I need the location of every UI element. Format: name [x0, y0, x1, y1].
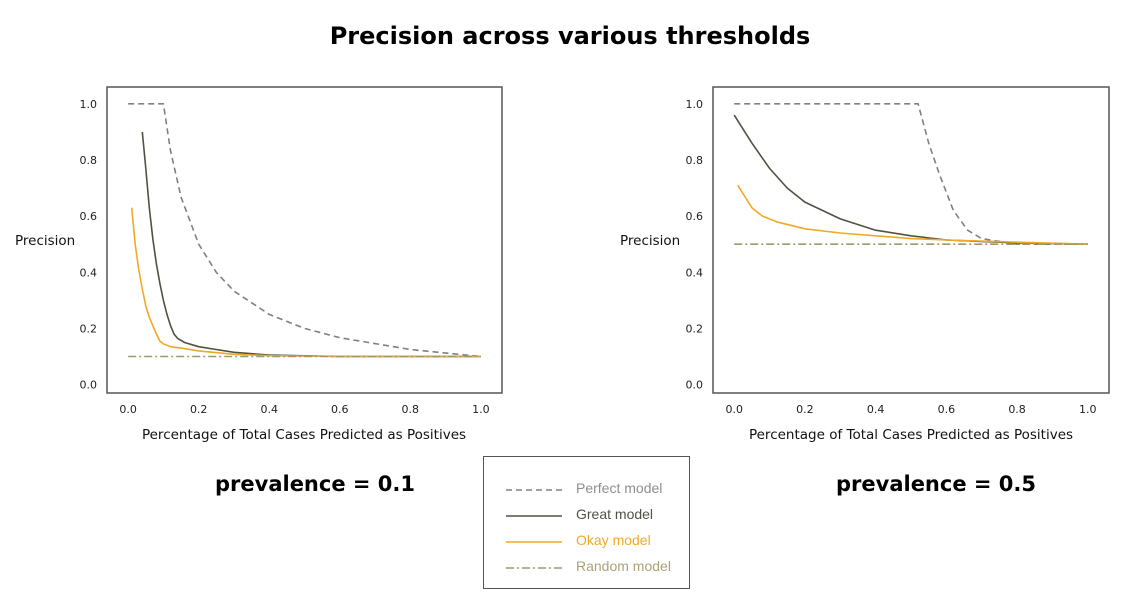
y-tick-label: 0.0 [686, 379, 704, 392]
x-tick-label: 0.6 [938, 403, 956, 416]
y-tick-label: 0.4 [686, 266, 704, 279]
x-tick-label: 1.0 [1079, 403, 1097, 416]
y-axis-label: Precision [620, 233, 680, 249]
legend-swatch-okay [506, 541, 562, 543]
series-line-perfect-model [128, 103, 481, 358]
legend-item-great: Great model [484, 506, 689, 526]
legend-label-great: Great model [576, 506, 654, 522]
legend-swatch-great [506, 515, 562, 517]
legend: Perfect model Great model Okay model Ran… [483, 456, 690, 589]
y-tick-label: 0.0 [80, 379, 98, 392]
x-tick-label: 0.0 [725, 403, 743, 416]
plot-frame [106, 86, 503, 394]
y-tick-label: 0.6 [686, 210, 704, 223]
legend-swatch-random [506, 567, 562, 569]
x-tick-label: 0.4 [260, 403, 278, 416]
legend-label-okay: Okay model [576, 532, 651, 548]
prevalence-caption-left: prevalence = 0.1 [215, 472, 415, 496]
y-axis-label: Precision [15, 233, 75, 249]
legend-item-okay: Okay model [484, 532, 689, 552]
legend-label-perfect: Perfect model [576, 480, 663, 496]
x-axis-label: Percentage of Total Cases Predicted as P… [142, 427, 466, 443]
x-tick-label: 0.8 [402, 403, 420, 416]
y-tick-label: 1.0 [80, 98, 98, 111]
y-tick-label: 0.2 [80, 322, 98, 335]
x-tick-label: 0.4 [867, 403, 885, 416]
legend-label-random: Random model [576, 558, 671, 574]
y-tick-label: 0.6 [80, 210, 98, 223]
y-tick-label: 1.0 [686, 98, 704, 111]
x-axis-label: Percentage of Total Cases Predicted as P… [749, 427, 1073, 443]
prevalence-caption-right: prevalence = 0.5 [836, 472, 1036, 496]
y-tick-label: 0.8 [80, 154, 98, 167]
x-tick-label: 0.2 [796, 403, 814, 416]
series-line-okay-model [737, 184, 1088, 245]
x-tick-label: 0.0 [119, 403, 137, 416]
x-tick-label: 1.0 [472, 403, 490, 416]
y-tick-label: 0.8 [686, 154, 704, 167]
x-tick-label: 0.6 [331, 403, 349, 416]
y-tick-label: 0.2 [686, 322, 704, 335]
legend-item-perfect: Perfect model [484, 480, 689, 500]
plot-frame [712, 86, 1110, 394]
x-tick-label: 0.2 [190, 403, 208, 416]
x-tick-label: 0.8 [1008, 403, 1026, 416]
main-title: Precision across various thresholds [329, 22, 811, 50]
series-line-okay-model [130, 207, 481, 358]
series-line-perfect-model [734, 103, 1088, 245]
legend-item-random: Random model [484, 558, 689, 578]
legend-swatch-perfect [506, 489, 562, 491]
y-tick-label: 0.4 [80, 266, 98, 279]
